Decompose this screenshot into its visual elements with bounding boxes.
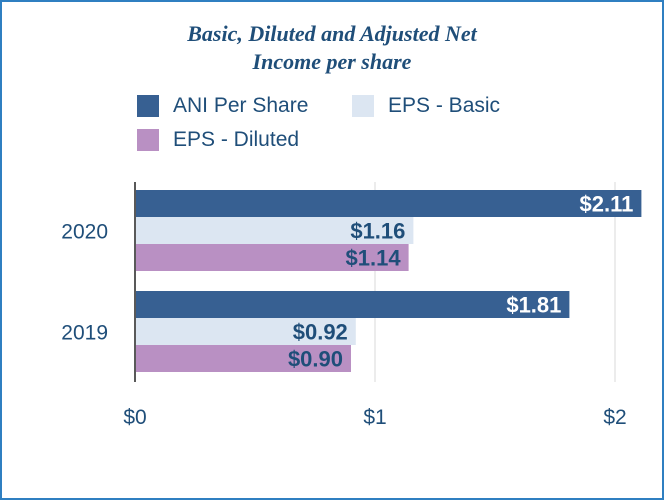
x-tick-label: $1 xyxy=(363,406,386,429)
legend-item-eps-diluted: EPS - Diluted xyxy=(137,128,299,152)
legend-swatch xyxy=(137,95,159,117)
legend-swatch xyxy=(137,129,159,151)
legend-label: EPS - Basic xyxy=(388,94,501,117)
bar xyxy=(135,190,642,217)
data-label: $1.16 xyxy=(350,219,405,244)
bar xyxy=(135,291,570,318)
x-tick-label: $0 xyxy=(123,406,146,429)
bar xyxy=(135,345,351,372)
bar xyxy=(135,217,414,244)
data-label: $1.81 xyxy=(506,293,561,318)
x-tick-label: $2 xyxy=(603,406,626,429)
chart-title: Basic, Diluted and Adjusted Net Income p… xyxy=(2,20,662,76)
legend-label: EPS - Diluted xyxy=(173,128,300,151)
data-label: $1.14 xyxy=(346,246,402,271)
data-label: $0.92 xyxy=(293,320,348,345)
bar xyxy=(135,244,409,271)
legend-item-eps-basic: EPS - Basic xyxy=(352,94,500,118)
legend-item-ani: ANI Per Share xyxy=(137,94,308,118)
y-tick-label: 2019 xyxy=(61,322,108,345)
legend-label: ANI Per Share xyxy=(173,94,309,117)
title-line-2: Income per share xyxy=(252,49,412,74)
bar xyxy=(135,318,356,345)
legend-swatch xyxy=(352,95,374,117)
data-label: $2.11 xyxy=(580,192,634,217)
title-line-1: Basic, Diluted and Adjusted Net xyxy=(187,21,477,46)
y-tick-label: 2020 xyxy=(61,221,108,244)
data-label: $0.90 xyxy=(288,347,343,372)
